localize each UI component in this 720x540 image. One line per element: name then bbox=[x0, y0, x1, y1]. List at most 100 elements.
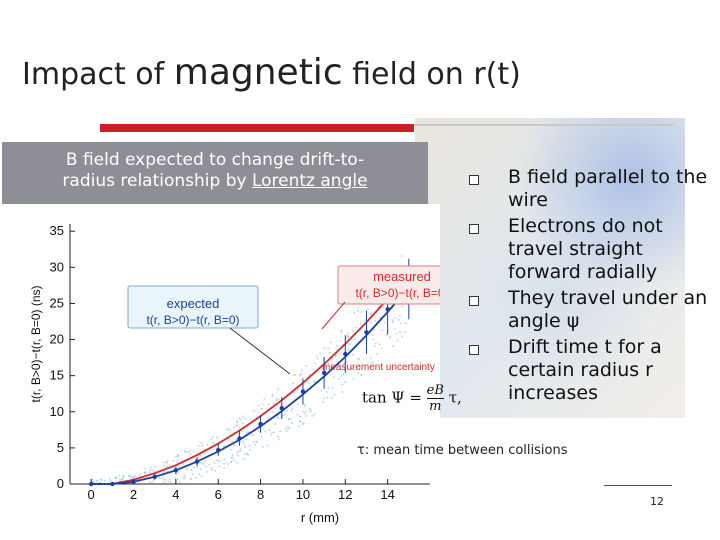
scatter-cloud-dot bbox=[189, 477, 192, 480]
scatter-cloud-dot bbox=[305, 388, 307, 391]
scatter-cloud-dot bbox=[148, 471, 151, 474]
scatter-cloud-dot bbox=[177, 472, 180, 475]
scatter-cloud-dot bbox=[149, 468, 152, 471]
x-axis-label: r (mm) bbox=[301, 510, 339, 525]
scatter-cloud-dot bbox=[200, 441, 203, 444]
bullet-item: Electrons do not travel straight forward… bbox=[462, 215, 712, 284]
scatter-cloud-dot bbox=[359, 321, 362, 324]
scatter-cloud-dot bbox=[144, 467, 147, 470]
scatter-cloud-dot bbox=[245, 438, 248, 441]
scatter-cloud-dot bbox=[308, 407, 311, 410]
scatter-cloud-dot bbox=[236, 424, 239, 426]
scatter-cloud-dot bbox=[211, 436, 214, 439]
scatter-cloud-dot bbox=[316, 357, 319, 360]
scatter-cloud-dot bbox=[303, 412, 306, 415]
scatter-cloud-dot bbox=[109, 478, 112, 480]
scatter-cloud-dot bbox=[118, 474, 121, 477]
scatter-cloud-dot bbox=[318, 371, 320, 373]
scatter-cloud-dot bbox=[255, 441, 258, 443]
formula-numerator: eB bbox=[426, 383, 444, 399]
scatter-cloud-dot bbox=[244, 453, 246, 456]
scatter-cloud-dot bbox=[397, 339, 399, 342]
measured-label-box bbox=[337, 265, 440, 305]
scatter-cloud-dot bbox=[253, 410, 256, 412]
scatter-cloud-dot bbox=[303, 405, 306, 408]
measured-pointer bbox=[321, 301, 346, 330]
scatter-cloud-dot bbox=[243, 458, 246, 460]
y-tick-label: 20 bbox=[50, 332, 64, 347]
scatter-cloud-dot bbox=[231, 454, 234, 456]
scatter-cloud-dot bbox=[236, 452, 238, 454]
scatter-cloud-dot bbox=[358, 357, 361, 360]
x-tick-label: 8 bbox=[257, 487, 264, 502]
title-divider-line bbox=[414, 124, 674, 126]
scatter-cloud-dot bbox=[327, 362, 330, 365]
scatter-cloud-dot bbox=[213, 461, 216, 464]
scatter-cloud-dot bbox=[320, 389, 323, 392]
scatter-cloud-dot bbox=[277, 388, 279, 390]
scatter-cloud-dot bbox=[292, 392, 295, 394]
scatter-cloud-dot bbox=[235, 462, 238, 464]
scatter-cloud-dot bbox=[287, 418, 290, 421]
bullet-text: Electrons do not travel straight forward… bbox=[508, 215, 663, 283]
scatter-cloud-dot bbox=[179, 481, 181, 484]
scatter-cloud-dot bbox=[370, 357, 372, 360]
scatter-cloud-dot bbox=[162, 471, 165, 474]
uncertainty-label: measurement uncertainty bbox=[322, 362, 435, 373]
scatter-cloud-dot bbox=[294, 374, 297, 376]
scatter-cloud-dot bbox=[233, 426, 235, 429]
measured-label-title: measured bbox=[373, 269, 431, 284]
scatter-cloud-dot bbox=[331, 357, 334, 360]
scatter-cloud-dot bbox=[319, 352, 322, 355]
scatter-cloud-dot bbox=[351, 353, 354, 356]
scatter-cloud-dot bbox=[229, 448, 232, 451]
scatter-cloud-dot bbox=[223, 458, 226, 461]
scatter-cloud-dot bbox=[249, 434, 252, 437]
scatter-cloud-dot bbox=[341, 391, 344, 393]
scatter-cloud-dot bbox=[327, 347, 330, 350]
chart-points bbox=[88, 258, 412, 487]
data-point bbox=[364, 330, 369, 335]
chart-lines bbox=[91, 274, 410, 485]
scatter-cloud-dot bbox=[350, 367, 353, 370]
scatter-cloud-dot bbox=[401, 335, 404, 338]
scatter-cloud-dot bbox=[276, 404, 279, 407]
scatter-cloud-dot bbox=[301, 369, 303, 372]
scatter-cloud-dot bbox=[308, 373, 310, 376]
scatter-cloud-dot bbox=[328, 351, 331, 354]
scatter-cloud-dot bbox=[322, 401, 325, 404]
bullet-text: B field parallel to the wire bbox=[508, 166, 708, 211]
square-bullet-icon bbox=[469, 175, 479, 185]
scatter-cloud-dot bbox=[268, 429, 271, 432]
scatter-cloud-dot bbox=[199, 454, 202, 457]
scatter-cloud-dot bbox=[331, 386, 334, 389]
scatter-cloud-dot bbox=[305, 365, 308, 367]
scatter-cloud-dot bbox=[284, 413, 286, 416]
scatter-cloud-dot bbox=[239, 449, 242, 452]
scatter-cloud-dot bbox=[267, 403, 270, 406]
callout-line-1: B field expected to change drift-to- bbox=[65, 150, 365, 170]
scatter-cloud-dot bbox=[372, 338, 375, 341]
scatter-cloud-dot bbox=[381, 347, 383, 350]
scatter-cloud-dot bbox=[158, 477, 161, 479]
scatter-cloud-dot bbox=[308, 382, 311, 385]
scatter-cloud-dot bbox=[190, 469, 193, 471]
scatter-cloud-dot bbox=[172, 459, 175, 462]
scatter-cloud-dot bbox=[274, 423, 277, 425]
scatter-cloud-dot bbox=[254, 443, 257, 446]
bullet-item: They travel under an angle ψ bbox=[462, 287, 712, 333]
scatter-cloud-dot bbox=[154, 470, 157, 473]
scatter-cloud-dot bbox=[178, 465, 180, 468]
scatter-cloud-dot bbox=[243, 444, 246, 447]
lorentz-angle-link[interactable]: Lorentz angle bbox=[251, 171, 368, 191]
scatter-cloud-dot bbox=[378, 343, 381, 346]
y-axis-label: t(r, B>0)−t(r, B=0) (ns) bbox=[29, 285, 43, 402]
scatter-cloud-dot bbox=[367, 308, 370, 310]
scatter-cloud-dot bbox=[357, 310, 359, 312]
scatter-cloud-dot bbox=[167, 480, 170, 483]
scatter-cloud-dot bbox=[170, 468, 173, 471]
scatter-cloud-dot bbox=[197, 445, 200, 448]
expected-label-title: expected bbox=[167, 296, 220, 311]
scatter-cloud-dot bbox=[330, 397, 333, 399]
callout-line-2-text: radius relationship by bbox=[62, 171, 252, 191]
